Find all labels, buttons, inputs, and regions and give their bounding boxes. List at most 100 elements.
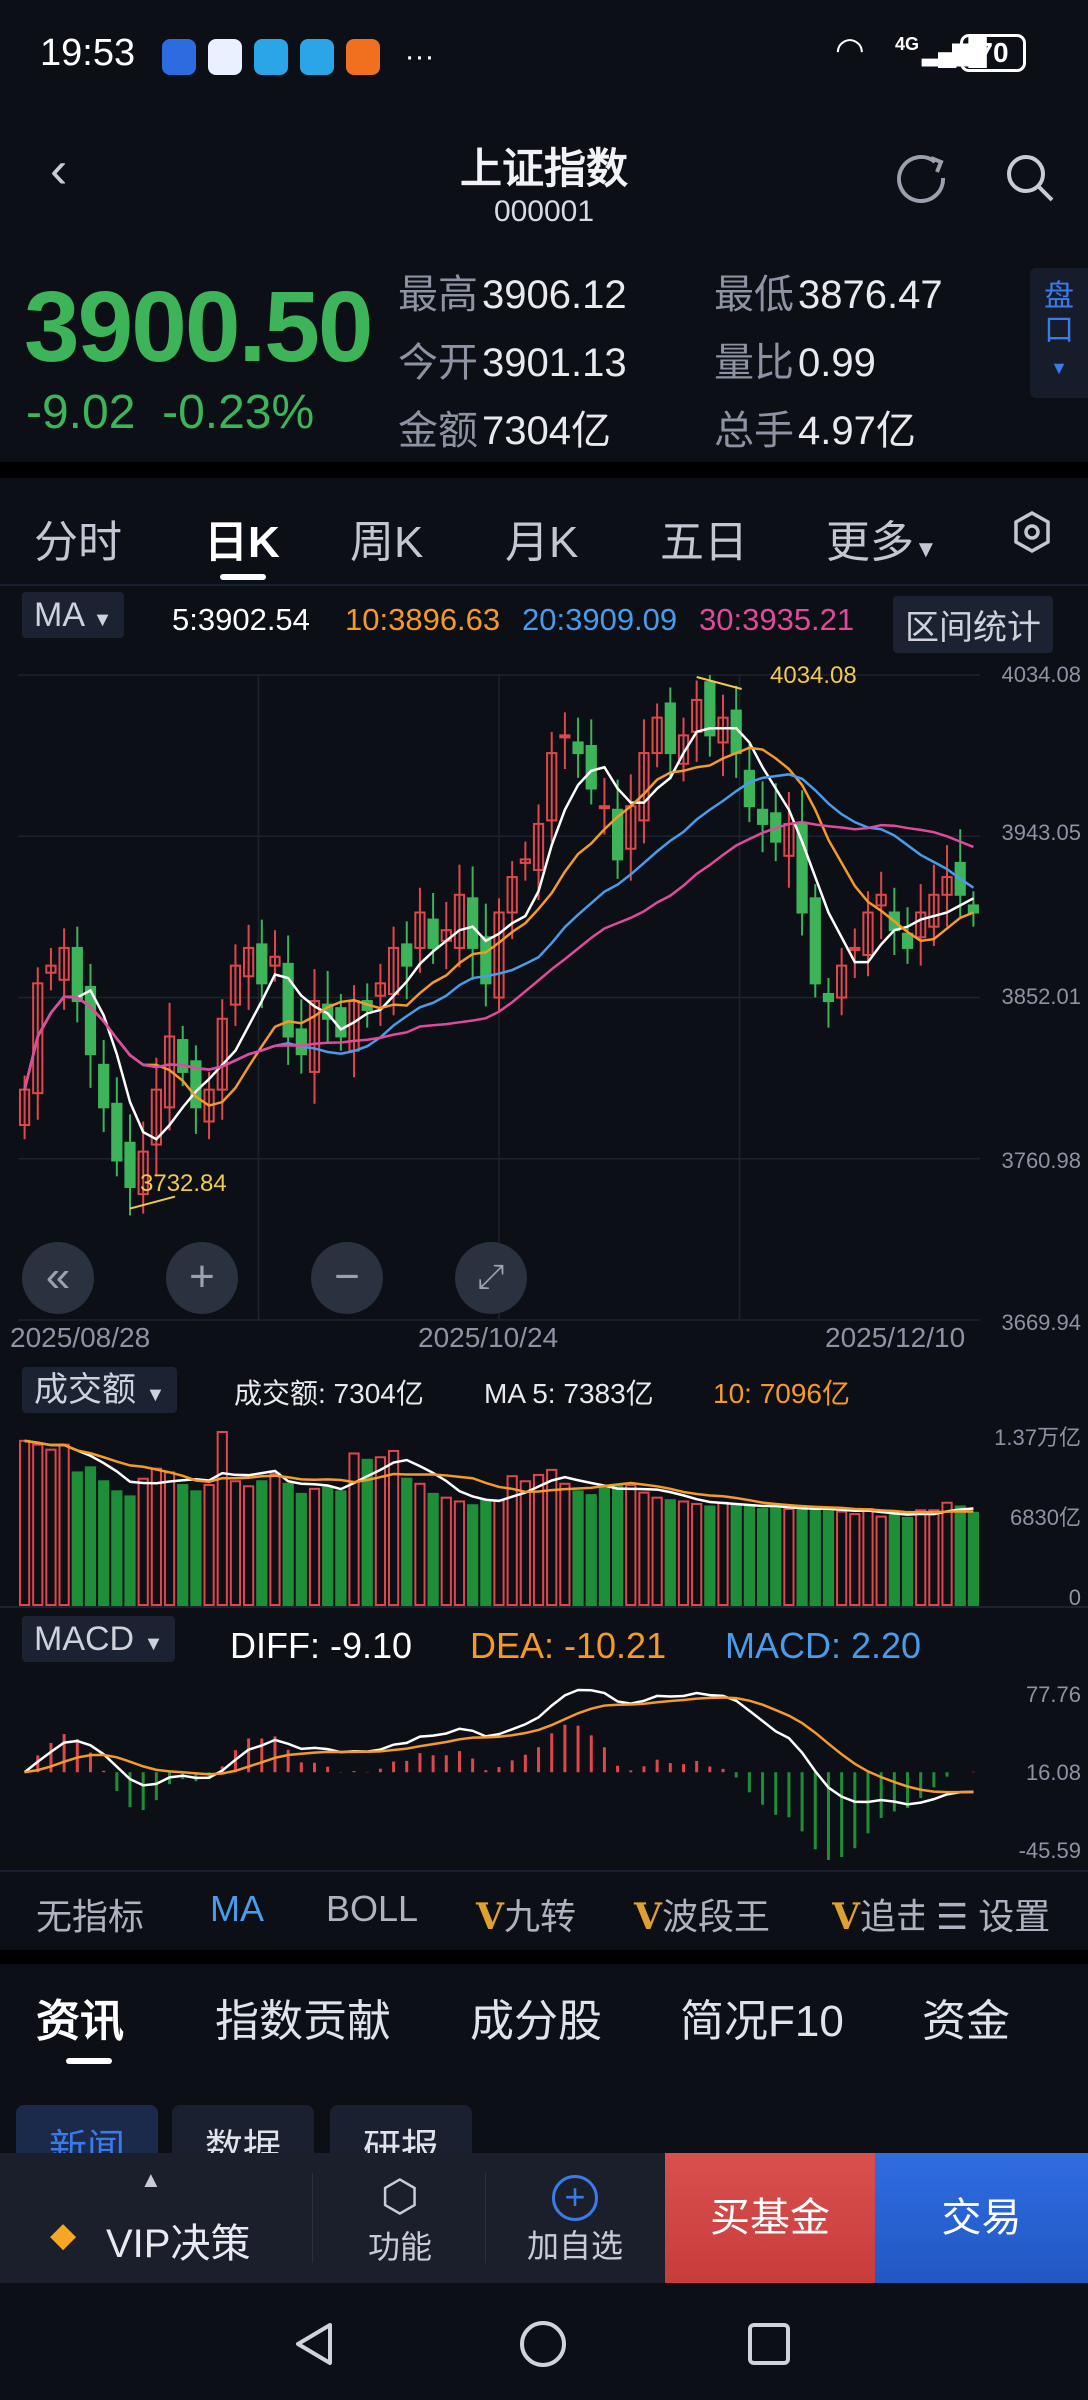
candle [611,808,624,861]
tab-profile-f10[interactable]: 简况F10 [680,1997,844,2046]
tab-daily-k[interactable]: 日K [204,518,280,567]
volume-bar [335,1490,347,1606]
candle [928,893,940,928]
volume-bar [387,1449,400,1606]
volume-ma5: MA 5: 7383亿 [484,1378,654,1409]
current-price: 3900.50 [24,271,373,383]
indicator-none[interactable]: 无指标 [36,1896,145,1937]
indicator-settings-button[interactable]: ☰ 设置 [930,1888,1051,1940]
scroll-left-button[interactable]: « [22,1242,94,1314]
ma-selector[interactable]: MA ▼ [22,592,125,638]
signal-icon: ▂▄▆█ [922,36,987,66]
divider [312,2173,313,2263]
volume-bar [348,1452,360,1607]
kline-chart[interactable] [0,650,1088,1350]
bottom-action-bar: ▲ ◆ VIP决策 ⬡ 功能 + 加自选 买基金 交易 [0,2153,1088,2283]
max-price-label: 4034.08 [770,662,857,689]
volume-bar [322,1486,334,1606]
macd-selector[interactable]: MACD ▼ [22,1616,176,1662]
indicator-ma[interactable]: MA [210,1888,264,1929]
volume-bar [414,1482,426,1606]
volume-chart[interactable] [0,1410,1088,1615]
tab-more[interactable]: 更多▼ [826,518,938,567]
candle [163,1035,176,1109]
indicator-jiuzhuan[interactable]: V九转 [476,1896,576,1938]
candle [559,734,571,739]
candle [177,1039,189,1073]
volume-bar [71,1471,83,1607]
functions-button[interactable]: ⬡ 功能 [320,2153,480,2283]
indicator-boduanwang[interactable]: V波段王 [634,1896,770,1938]
add-watchlist-button[interactable]: + 加自选 [526,2175,623,2264]
volume-bar [743,1505,755,1606]
y-tick: 0 [1068,1585,1081,1610]
volume-bar [915,1509,927,1606]
candle [229,964,242,1006]
search-icon[interactable] [1002,150,1058,206]
network-type: 4G [895,34,920,54]
volume-bar [532,1473,545,1606]
tab-funds[interactable]: 资金 [922,1997,1010,2046]
indicator-zhuiji[interactable]: V追击 [832,1896,924,1938]
notification-icons: ··· [150,34,435,77]
range-stats-button[interactable]: 区间统计 [893,596,1053,653]
zoom-in-button[interactable]: + [166,1242,238,1314]
page-title: 上证指数 [459,145,628,192]
divider [485,2173,486,2263]
tab-intraday[interactable]: 分时 [34,518,122,567]
volume-bar [928,1509,940,1606]
volume-bar [677,1500,690,1606]
zoom-out-button[interactable]: − [311,1242,383,1314]
candle [704,681,716,737]
tab-five-day[interactable]: 五日 [660,518,748,567]
volume-bar [467,1504,479,1606]
macd-chart[interactable] [0,1670,1088,1870]
candle [124,1141,136,1189]
ma30-line [23,820,974,1090]
caret-down-icon: ▼ [1050,358,1068,378]
candle [190,1060,202,1109]
stat-low: 最低 3876.47 [714,273,943,317]
candle [414,911,426,949]
tab-index-contribution[interactable]: 指数贡献 [215,1997,391,2046]
volume-bar [282,1482,294,1606]
vip-decision-button[interactable]: ▲ ◆ VIP决策 [50,2167,251,2266]
candle [901,932,914,949]
settings-icon[interactable] [1010,510,1054,554]
volume-bar [440,1496,452,1606]
dea-line [24,1696,974,1794]
volume-bar [625,1484,637,1606]
candle [664,702,676,755]
volume-bar [111,1490,123,1606]
tab-monthly-k[interactable]: 月K [505,518,579,567]
candle [836,964,848,999]
candle [243,946,255,978]
nav-back-icon[interactable] [290,2319,340,2369]
back-button[interactable]: ‹ [50,141,68,199]
volume-bar [190,1490,202,1606]
candle [849,946,861,951]
nav-recents-icon[interactable] [746,2321,792,2367]
volume-bar [493,1499,505,1606]
tab-weekly-k[interactable]: 周K [350,518,424,567]
candle [572,741,584,755]
pankou-button[interactable]: 盘口 ▼ [1030,268,1088,398]
volume-ma10-line [24,1439,974,1514]
volume-bar [45,1448,57,1606]
trade-button[interactable]: 交易 [875,2153,1088,2283]
volume-ma5-line [24,1439,974,1516]
divider [0,462,1088,478]
x-label: 2025/12/10 [825,1322,966,1353]
volume-indicator-selector[interactable]: 成交额 ▼ [22,1362,178,1413]
tab-constituents[interactable]: 成分股 [470,1997,602,2046]
candle [84,985,97,1056]
tab-news-info[interactable]: 资讯 [36,1997,124,2046]
nav-home-icon[interactable] [518,2319,568,2369]
fullscreen-button[interactable]: ⤢ [455,1242,527,1314]
refresh-icon[interactable] [895,150,951,206]
indicator-boll[interactable]: BOLL [326,1888,419,1929]
y-tick: 77.76 [1025,1682,1081,1707]
candle [532,822,545,871]
buy-fund-button[interactable]: 买基金 [665,2153,875,2283]
macd-dea: DEA: -10.21 [470,1625,667,1666]
